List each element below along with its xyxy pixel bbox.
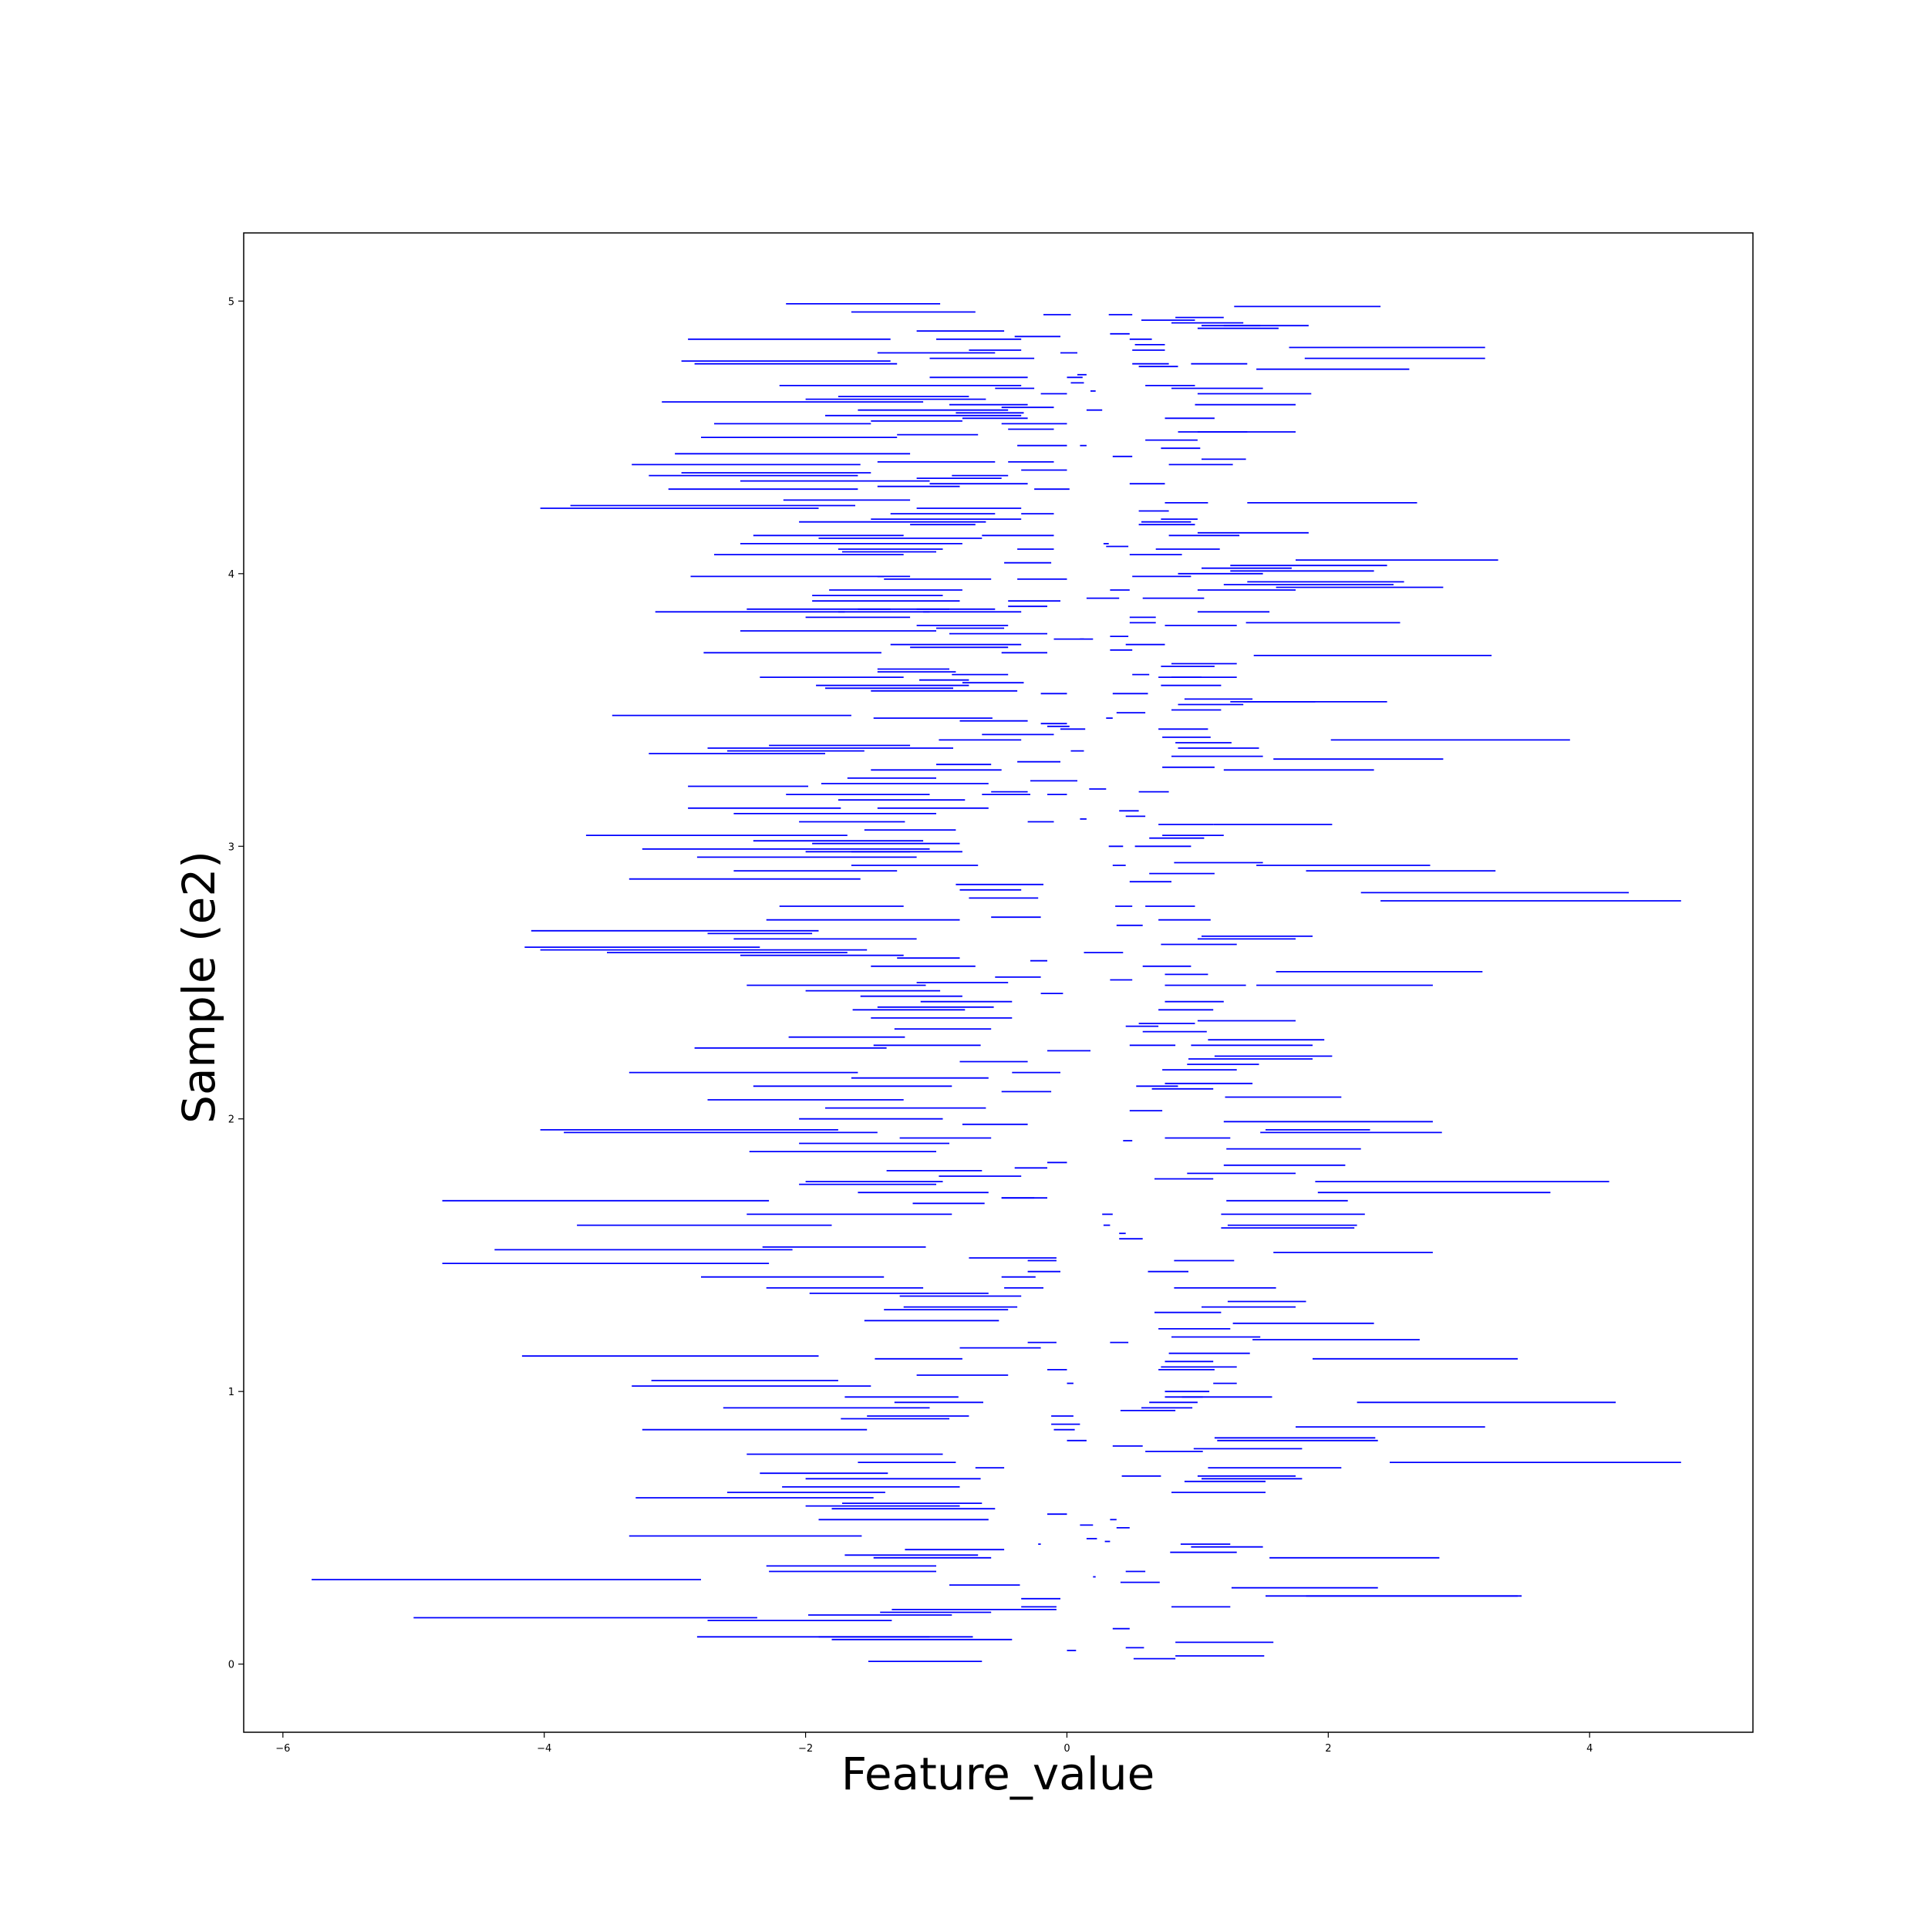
x-axis: −6 −4 −2 0 2 4 xyxy=(275,1732,1593,1755)
y-tick-label: 4 xyxy=(228,569,234,581)
plot-frame xyxy=(243,232,1754,1733)
x-tick-label: −6 xyxy=(275,1743,290,1755)
y-axis: 0 1 2 3 4 5 xyxy=(228,296,244,1671)
segments-layer xyxy=(312,302,1681,1663)
y-tick-label: 1 xyxy=(228,1387,234,1398)
x-tick-label: 2 xyxy=(1325,1743,1331,1755)
x-axis-label: Feature_value xyxy=(841,1748,1155,1800)
y-tick-label: 5 xyxy=(228,296,234,308)
x-tick-label: 4 xyxy=(1586,1743,1593,1755)
y-tick-label: 2 xyxy=(228,1114,234,1126)
y-tick-label: 3 xyxy=(228,841,234,853)
x-tick-label: −2 xyxy=(798,1743,813,1755)
y-axis-label: Sample (e2) xyxy=(173,851,225,1124)
x-tick-label: 0 xyxy=(1063,1743,1070,1755)
x-tick-label: −4 xyxy=(537,1743,551,1755)
y-tick-label: 0 xyxy=(228,1660,234,1671)
